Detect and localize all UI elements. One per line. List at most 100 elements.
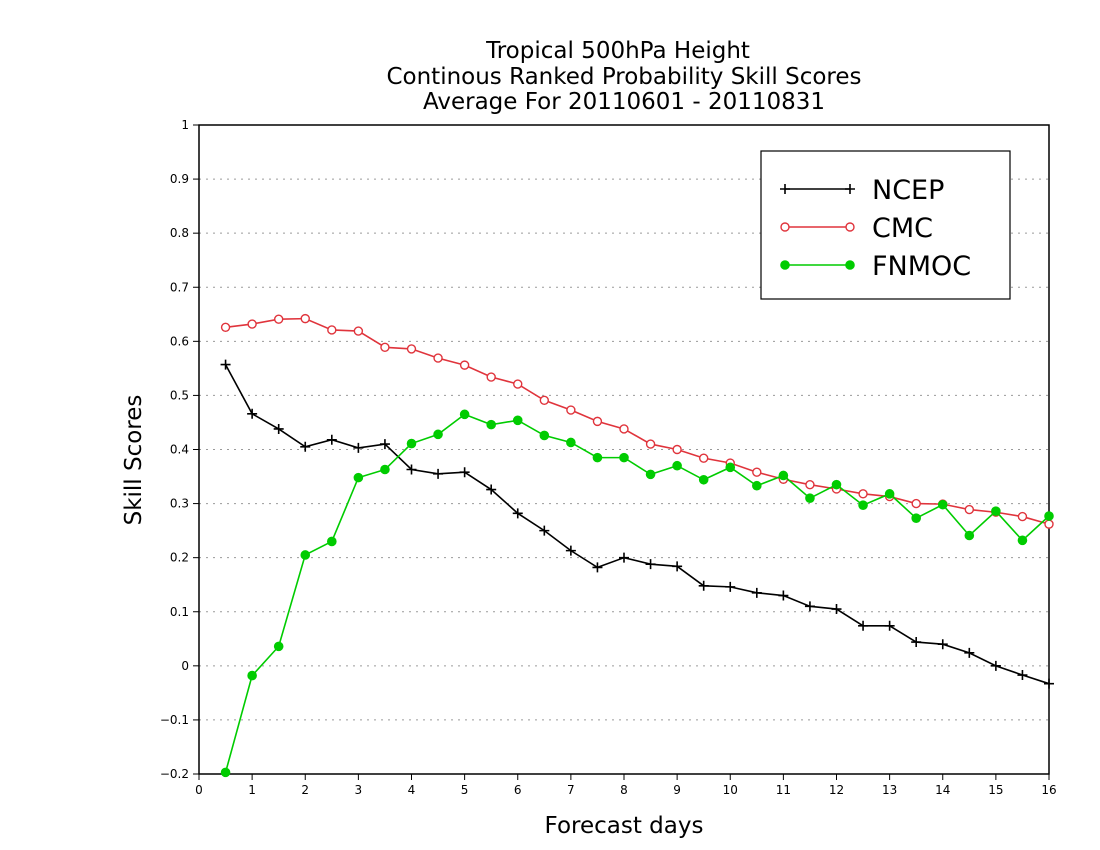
fnmoc-point <box>964 530 975 541</box>
series-fnmoc <box>220 409 1054 778</box>
x-tick-label: 9 <box>673 783 681 797</box>
ncep-point <box>619 552 629 563</box>
y-tick-label: 0.2 <box>170 551 189 565</box>
legend-fnmoc-marker <box>845 260 855 270</box>
fnmoc-point <box>752 480 762 491</box>
y-axis-label: Skill Scores <box>121 395 147 526</box>
fnmoc-point <box>512 415 523 426</box>
fnmoc-point <box>991 506 1001 516</box>
cmc-point <box>433 353 443 363</box>
x-axis-label: Forecast days <box>545 813 704 839</box>
ncep-point <box>804 601 815 612</box>
fnmoc-point <box>273 641 284 652</box>
x-tick-label: 8 <box>620 783 628 797</box>
fnmoc-point <box>353 472 364 483</box>
x-tick-label: 1 <box>248 783 256 797</box>
cmc-point <box>459 360 470 370</box>
fnmoc-point <box>1044 511 1054 521</box>
ncep-point <box>911 637 922 648</box>
y-tick-label: 0.5 <box>170 388 189 402</box>
legend-cmc-label: CMC <box>872 213 933 244</box>
y-tick-label: 0.7 <box>170 280 189 294</box>
x-tick-label: 3 <box>355 783 363 797</box>
ncep-point <box>725 581 736 592</box>
fnmoc-point <box>858 500 868 511</box>
fnmoc-point <box>380 464 390 475</box>
y-tick-label: 0.3 <box>170 497 189 511</box>
fnmoc-point <box>911 513 921 523</box>
x-tick-label: 15 <box>988 783 1003 797</box>
ncep-point <box>751 587 762 598</box>
fnmoc-point <box>433 429 443 440</box>
cmc-point <box>513 379 523 389</box>
y-tick-label: 0 <box>181 659 189 673</box>
cmc-line <box>225 317 1050 525</box>
fnmoc-point <box>698 474 709 485</box>
cmc-point <box>300 313 310 324</box>
y-tick-label: 0.8 <box>170 226 189 240</box>
ncep-point <box>858 620 869 631</box>
cmc-point <box>273 314 284 324</box>
y-tick-label: 1 <box>181 118 189 132</box>
chart-title-line-3: Average For 20110601 - 20110831 <box>423 89 825 115</box>
fnmoc-point <box>459 409 470 420</box>
legend: NCEP CMC FNMOC <box>760 150 1011 300</box>
cmc-point <box>672 444 682 455</box>
ncep-point <box>353 442 364 453</box>
ncep-point <box>300 441 311 452</box>
fnmoc-point <box>327 536 337 547</box>
ncep-point <box>326 434 337 445</box>
cmc-point <box>353 326 364 336</box>
fnmoc-point <box>406 438 417 449</box>
fnmoc-point <box>831 479 842 490</box>
ncep-point <box>273 423 284 434</box>
ncep-point <box>539 525 550 536</box>
fnmoc-point <box>1017 535 1028 546</box>
ncep-point <box>592 562 603 573</box>
cmc-point <box>566 405 576 415</box>
chart-title-line-1: Tropical 500hPa Height <box>485 38 750 64</box>
y-tick-label: 0.6 <box>170 334 189 348</box>
x-tick-label: 16 <box>1041 783 1056 797</box>
legend-ncep-marker <box>780 184 790 194</box>
fnmoc-point <box>645 469 656 480</box>
ncep-point <box>1017 670 1028 681</box>
x-tick-label: 12 <box>829 783 844 797</box>
cmc-point <box>327 325 337 335</box>
fnmoc-point <box>592 452 603 463</box>
y-tick-label: 0.9 <box>170 172 189 186</box>
y-tick-label: −0.2 <box>160 767 189 781</box>
fnmoc-point <box>539 430 550 441</box>
chart-title-line-2: Continous Ranked Probability Skill Score… <box>386 64 861 90</box>
series <box>220 313 1054 778</box>
cmc-point <box>964 504 975 515</box>
fnmoc-point <box>247 670 257 681</box>
x-tick-label: 14 <box>935 783 950 797</box>
fnmoc-point <box>300 550 311 560</box>
fnmoc-point <box>220 767 231 778</box>
ncep-point <box>831 604 842 615</box>
x-tick-label: 6 <box>514 783 522 797</box>
y-tick-label: −0.1 <box>160 713 189 727</box>
ncep-point <box>565 545 576 556</box>
cmc-point <box>911 498 921 509</box>
legend-ncep-label: NCEP <box>872 175 944 206</box>
fnmoc-point <box>486 419 496 430</box>
ncep-line <box>224 364 1050 685</box>
x-tick-label: 5 <box>461 783 469 797</box>
ticks: −0.2−0.100.10.20.30.40.50.60.70.80.910 1 2… <box>160 118 1057 797</box>
ncep-point <box>672 561 683 572</box>
cmc-point <box>247 319 257 329</box>
fnmoc-line <box>224 413 1050 773</box>
cmc-point <box>1017 511 1028 522</box>
ncep-point <box>884 620 895 631</box>
ncep-point <box>698 580 709 591</box>
ncep-point <box>778 590 789 601</box>
legend-ncep-marker <box>845 184 855 194</box>
cmc-point <box>1044 519 1054 529</box>
fnmoc-point <box>778 470 789 481</box>
cmc-point <box>752 467 762 477</box>
ncep-point <box>247 408 258 419</box>
